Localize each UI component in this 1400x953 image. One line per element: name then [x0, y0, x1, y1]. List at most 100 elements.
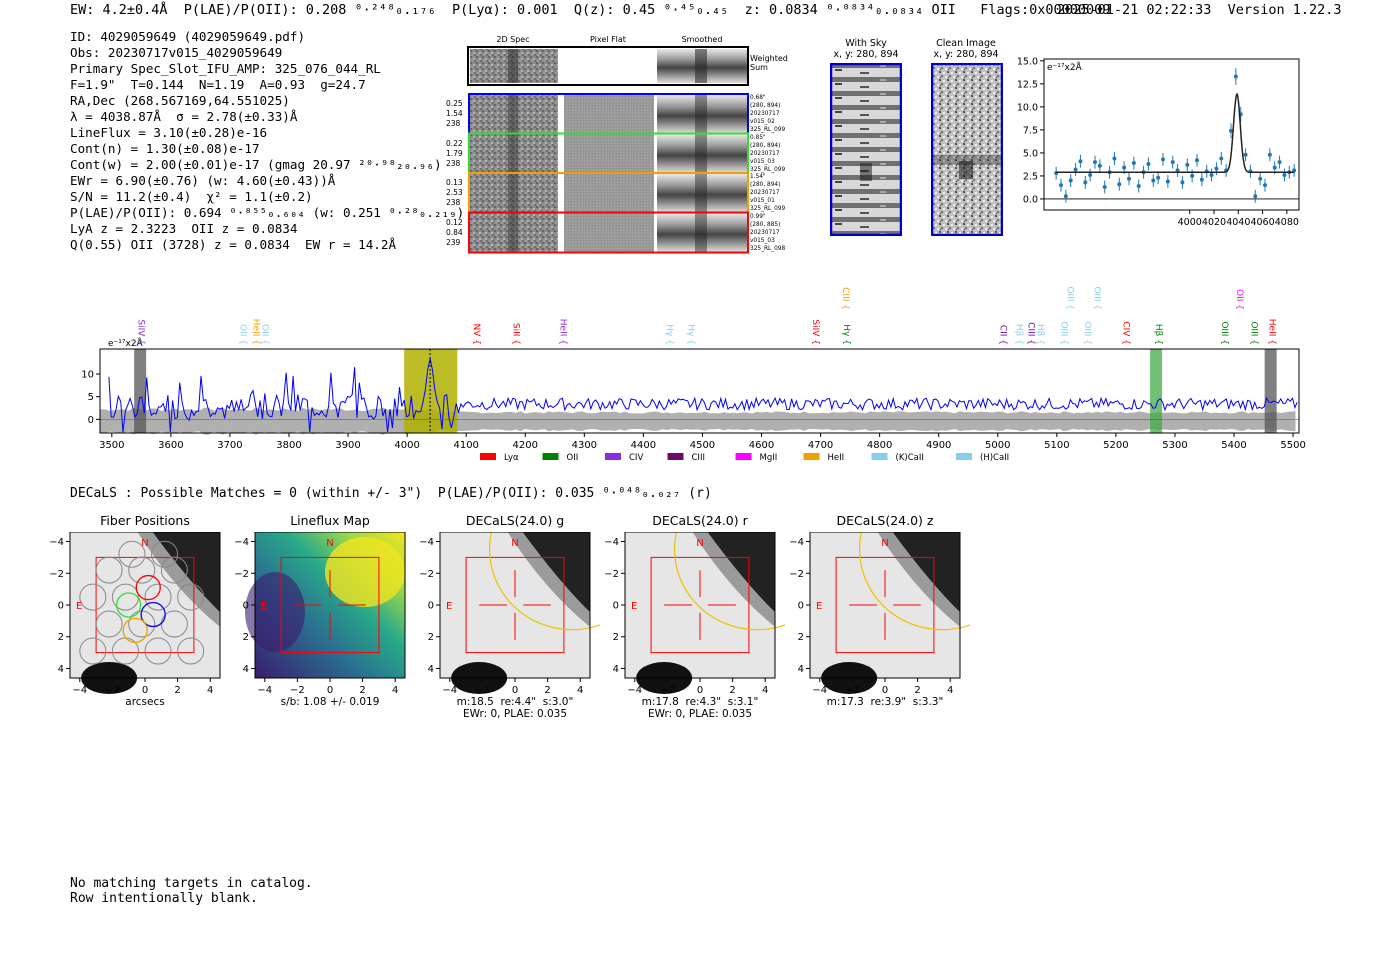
cutout-info: v015_03 — [750, 158, 775, 165]
panel-caption: EWr: 0, PLAE: 0.035 — [462, 708, 568, 720]
fit-ytick-label: 0.0 — [1023, 194, 1038, 205]
fit-data-point — [1136, 184, 1141, 189]
east-label: E — [261, 601, 267, 612]
fit-data-point — [1117, 182, 1122, 187]
cutout-gap — [654, 213, 657, 252]
xtick-label: −2 — [475, 685, 490, 696]
cutout-right-info: 1.54" (280, 894) 20230717 v015_01 325_RL_099 — [750, 173, 798, 213]
info-redshift: LyA z = 2.3223 OII z = 0.0834 — [70, 221, 298, 236]
xtick-label: 2 — [729, 685, 735, 696]
spectrum-xtick-label: 4500 — [690, 440, 715, 451]
cutout-right-info: 0.68" (280, 894) 20230717 v015_02 325_RL_099 — [750, 94, 798, 134]
fit-data-point — [1267, 152, 1272, 157]
fit-data-point — [1059, 183, 1063, 188]
cutout-info: 0.99" — [750, 213, 766, 220]
emission-line-label: Hβ { — [1014, 324, 1024, 345]
fit-data-point — [1190, 173, 1195, 178]
spectrum-xtick-label: 4800 — [867, 440, 892, 451]
aperture-box — [465, 556, 565, 654]
match-ellipse — [488, 532, 600, 631]
cutout-stat: 1.54 — [446, 109, 463, 118]
cutout-gap — [558, 134, 564, 173]
legend-entry: MgII — [735, 453, 777, 463]
match-ellipse — [673, 532, 785, 631]
fit-data-point — [1078, 159, 1083, 164]
image-panel-1: N E −4 4 −2 2 0 0 2 −2 4 −4 — [234, 532, 406, 696]
cutout-pixelflat — [564, 134, 654, 173]
cutout-smoothed-line — [695, 134, 707, 173]
ytick-label: 4 — [798, 664, 804, 675]
cutout-stat: 238 — [446, 119, 461, 128]
fiber-circle-selected — [122, 617, 148, 644]
cutout-info: 20230717 — [750, 229, 780, 236]
xtick-label: −4 — [72, 685, 87, 696]
spectrum-xtick-label: 4700 — [808, 440, 833, 451]
xtick-label: 2 — [359, 685, 365, 696]
emission-line-label: OII { — [1234, 289, 1244, 310]
fiber-circle — [144, 637, 172, 665]
fit-ytick-label: 10.0 — [1017, 102, 1038, 113]
spectrum-xtick-label: 3900 — [335, 440, 360, 451]
source-halo — [137, 532, 220, 627]
fit-data-point — [1068, 178, 1073, 183]
clean-image-coords: x, y: 280, 894 — [933, 49, 999, 60]
spectrum-xtick-label: 5500 — [1280, 440, 1305, 451]
spectrum-xtick-label: 3500 — [99, 440, 124, 451]
xtick-label: −4 — [812, 685, 827, 696]
info-lambda: λ = 4038.87Å σ = 2.78(±0.33)Å — [70, 109, 298, 124]
panel-plot: N E −4 4 −2 2 0 0 2 −2 4 −4 — [419, 532, 600, 696]
cutout-info: 0.68" — [750, 95, 766, 101]
legend-swatch — [605, 453, 621, 460]
cutout-gap — [558, 213, 564, 252]
legend-entry: OII — [542, 453, 578, 463]
spectrum-xtick-label: 4000 — [394, 440, 419, 451]
cutout-right-info: 0.99" (280, 885) 20230717 v015_03 325_RL_098 — [750, 213, 798, 253]
fit-data-point — [1063, 194, 1068, 199]
xtick-label: 2 — [544, 685, 550, 696]
panel-caption: m:17.3 re:3.9" s:3.3" — [826, 696, 944, 708]
ytick-label: 0 — [58, 601, 64, 612]
ytick-label: −2 — [49, 569, 64, 580]
fit-data-point — [1180, 180, 1185, 185]
emission-line-label: SiIV { — [810, 319, 820, 345]
spectrum-xtick-label: 4900 — [926, 440, 951, 451]
emission-line-label: OIII { — [1219, 321, 1229, 345]
cutout-info: v015_02 — [750, 119, 775, 125]
spectrum-xtick-label: 3700 — [217, 440, 242, 451]
ytick-label: −2 — [234, 569, 249, 580]
fit-ytick-label: 2.5 — [1023, 171, 1038, 182]
panel-plot: N E −4 4 −2 2 0 0 2 −2 4 −4 — [49, 532, 221, 696]
cutout-stat: 0.25 — [446, 99, 463, 108]
ytick-label: 0 — [613, 601, 619, 612]
info-obs: Obs: 20230717v015_4029059649 — [70, 45, 283, 60]
legend-swatch — [803, 453, 820, 460]
emission-line-label: OIII { — [1064, 286, 1074, 310]
cutout-stat: 0.13 — [446, 178, 463, 187]
spectrum-xtick-label: 4600 — [749, 440, 774, 451]
aperture-box — [280, 556, 380, 654]
emission-line-label: HeII { — [558, 319, 568, 345]
info-id: ID: 4029059649 (4029059649.pdf) — [70, 29, 306, 44]
panel-plot: N E −4 4 −2 2 0 0 2 −2 4 −4 — [234, 532, 406, 696]
xtick-label: 0 — [882, 685, 888, 696]
east-label: E — [631, 601, 637, 612]
image-panel-2: N E −4 4 −2 2 0 0 2 −2 4 −4 — [419, 532, 600, 696]
cutout-smoothed-line — [695, 95, 707, 133]
panel-caption: m:18.5 re:4.4" s:3.0" — [456, 696, 574, 708]
ytick-label: −4 — [604, 537, 619, 548]
xtick-label: −2 — [660, 685, 675, 696]
legend-label: (H)CaII — [980, 453, 1009, 463]
fit-data-point — [1272, 165, 1277, 170]
full-spectrum-plot: 3500 3600 3700 3800 3900 4000 4100 4200 4300 4400… — [81, 286, 1306, 463]
ytick-label: −4 — [49, 537, 64, 548]
fit-data-point — [1195, 158, 1199, 163]
legend-swatch — [542, 453, 559, 460]
timestamp-version: 2025-01-21 02:22:33 Version 1.22.3 — [1057, 2, 1342, 18]
legend-entry: Lyα — [480, 453, 519, 463]
emission-line-label: NV { — [471, 324, 481, 345]
emission-line-label: Hγ { — [841, 324, 851, 345]
panel-plot: N E −4 4 −2 2 0 0 2 −2 4 −4 — [604, 532, 785, 696]
emission-line-label: HeII { — [251, 319, 261, 345]
ytick-label: −4 — [234, 537, 249, 548]
panel-title: DECaLS(24.0) z — [836, 513, 934, 528]
